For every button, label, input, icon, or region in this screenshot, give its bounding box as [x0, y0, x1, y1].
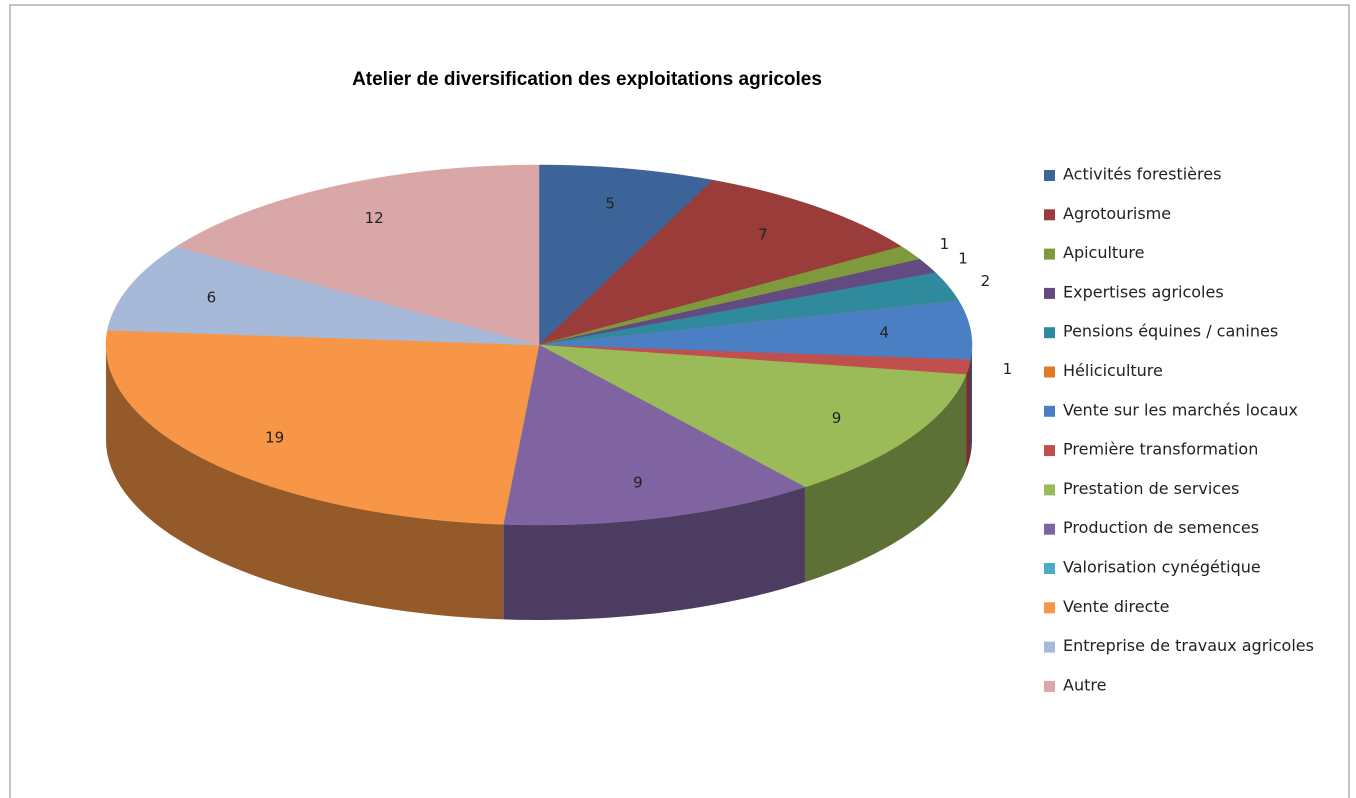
data-label: 1 — [940, 235, 950, 253]
legend-label: Apiculture — [1063, 243, 1144, 262]
data-label: 12 — [365, 209, 384, 227]
slice-side — [970, 345, 972, 455]
data-label: 9 — [832, 409, 842, 427]
slice-side — [966, 359, 971, 470]
slice — [538, 164, 714, 346]
data-label: 4 — [879, 324, 889, 342]
legend-label: Pensions équines / canines — [1063, 322, 1278, 341]
legend-swatch — [1044, 366, 1055, 378]
data-label: 2 — [981, 272, 991, 290]
data-label: 1 — [958, 249, 968, 267]
legend-label: Production de semences — [1063, 518, 1259, 537]
legend-swatch — [1044, 563, 1055, 574]
chart-title: Atelier de diversification des exploitat… — [352, 69, 822, 90]
slice — [175, 164, 540, 346]
legend-label: Autre — [1063, 675, 1106, 694]
legend-label: Vente directe — [1063, 597, 1169, 616]
slice — [538, 300, 973, 361]
data-label: 6 — [207, 289, 217, 307]
legend-label: Entreprise de travaux agricoles — [1063, 636, 1314, 655]
legend-label: Prestation de services — [1063, 479, 1239, 498]
legend-label: Valorisation cynégétique — [1063, 558, 1261, 577]
legend-swatch — [1044, 170, 1055, 181]
legend-label: Expertises agricoles — [1063, 282, 1224, 301]
data-label: 1 — [1003, 360, 1013, 378]
data-label: 19 — [265, 429, 284, 447]
legend-label: Première transformation — [1063, 440, 1258, 459]
data-label: 7 — [758, 226, 768, 244]
slice — [107, 246, 540, 346]
legend-swatch — [1044, 641, 1055, 653]
data-label: 9 — [633, 474, 643, 492]
legend-swatch — [1044, 602, 1055, 614]
slice-side — [503, 487, 805, 620]
slice — [538, 344, 967, 488]
legend-swatch — [1044, 484, 1055, 496]
slice-side — [106, 345, 504, 620]
legend-swatch — [1044, 209, 1055, 221]
slice — [502, 344, 806, 526]
slice — [538, 179, 903, 346]
legend-swatch — [1044, 327, 1055, 339]
legend-swatch — [1044, 680, 1055, 692]
legend-swatch — [1044, 445, 1055, 457]
slice — [105, 329, 540, 525]
legend-swatch — [1044, 287, 1055, 299]
legend-label: Agrotourisme — [1063, 204, 1171, 223]
legend-swatch — [1044, 248, 1055, 260]
legend-label: Vente sur les marchés locaux — [1063, 400, 1298, 419]
legend-label: Activités forestières — [1063, 165, 1221, 184]
slice — [538, 272, 960, 346]
legend-swatch — [1044, 523, 1055, 535]
legend-swatch — [1044, 405, 1055, 417]
slice-side — [804, 374, 967, 583]
legend-label: Héliciculture — [1063, 361, 1163, 380]
data-label: 5 — [605, 195, 615, 213]
